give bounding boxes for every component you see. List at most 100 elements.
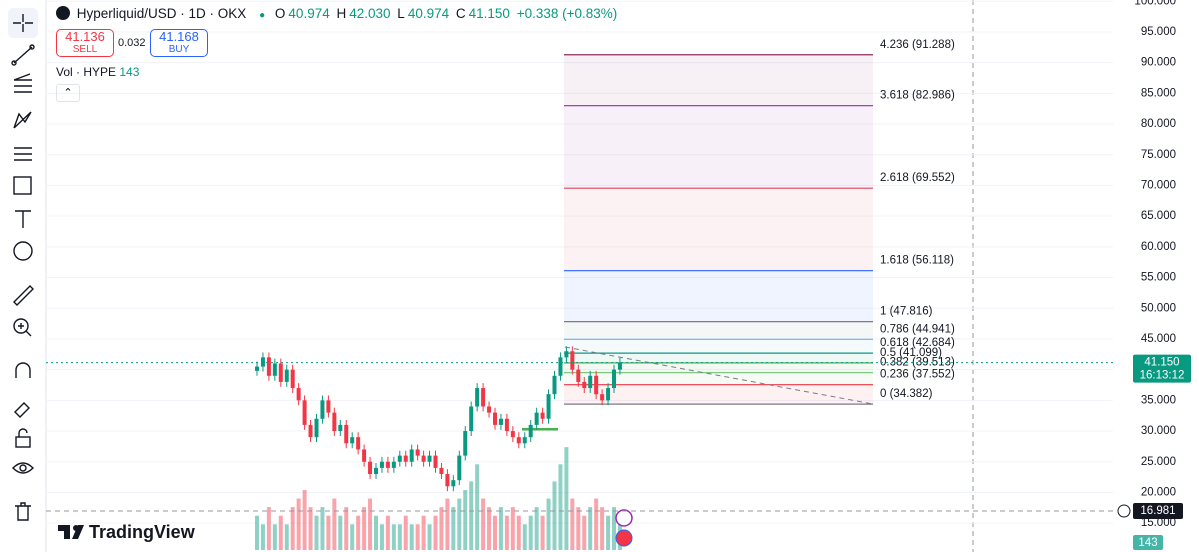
candle-body: [493, 412, 497, 425]
volume-bar: [439, 507, 444, 550]
candle-body: [534, 412, 539, 425]
volume-bar: [558, 464, 563, 550]
volume-bar: [344, 507, 349, 550]
tool-active-bg[interactable]: [8, 8, 38, 38]
volume-bar: [510, 507, 515, 550]
candle-body: [504, 418, 509, 432]
candle-body: [546, 394, 551, 419]
fib-zone: [564, 54, 873, 106]
volume-bar: [606, 515, 611, 550]
volume-bar: [326, 515, 331, 550]
volume-bar: [415, 524, 420, 550]
line-tool-dot: [29, 44, 35, 50]
sell-price: 41.136: [65, 29, 105, 44]
line-tool-dot: [11, 60, 17, 66]
event-icon[interactable]: [615, 509, 633, 527]
volume-bar: [374, 515, 378, 550]
candle-body: [314, 418, 319, 438]
candle-body: [487, 406, 492, 413]
volume-bar: [534, 507, 539, 550]
candle-body: [540, 412, 545, 419]
ohlc-l-key: L: [397, 6, 405, 21]
volume-bar: [546, 498, 551, 550]
candle-body: [558, 357, 563, 376]
fib-zone: [564, 353, 873, 363]
forecast-tool[interactable]: [14, 147, 32, 161]
flag-icon[interactable]: [615, 529, 633, 547]
candle-body: [302, 400, 307, 425]
event-icons: [615, 509, 633, 547]
sell-button[interactable]: 41.136 SELL: [56, 29, 114, 57]
volume-bar: [255, 515, 259, 550]
volume-bar: [528, 515, 533, 550]
line-tool[interactable]: [13, 46, 33, 64]
measure-tool[interactable]: [13, 285, 34, 306]
volume-bar: [433, 515, 438, 550]
collapse-button[interactable]: ⌃: [56, 84, 80, 102]
candle-body: [326, 400, 331, 413]
candle-body: [606, 388, 611, 401]
y-tick-label: 85.000: [1141, 87, 1176, 99]
fib-label: 0.5 (41.099): [880, 347, 942, 359]
candle-body: [415, 449, 420, 456]
volume-bar: [504, 515, 509, 550]
symbol[interactable]: Hyperliquid/USD · 1D · OKX: [76, 6, 247, 21]
candle-body: [266, 357, 271, 376]
volume-bar: [463, 490, 468, 550]
lock-tool-shackle: [18, 428, 28, 437]
hide-tool[interactable]: [12, 462, 34, 474]
buy-label: BUY: [168, 44, 190, 55]
y-tick-label: 80.000: [1141, 118, 1176, 130]
buy-button[interactable]: 41.168 BUY: [150, 29, 208, 57]
crosshair-tool[interactable]: [13, 14, 33, 32]
volume-bar: [421, 515, 426, 550]
fib-label: 0.236 (37.552): [880, 369, 955, 381]
volume-bar: [600, 507, 605, 550]
volume-bar: [564, 447, 569, 550]
volume-bar: [445, 498, 450, 550]
fib-label: 0 (34.382): [880, 388, 933, 400]
volume-bar: [362, 507, 367, 550]
delete-tool[interactable]: [15, 502, 31, 521]
logo-dot: [73, 525, 79, 531]
lock-tool[interactable]: [15, 436, 31, 448]
draw-mode-tool[interactable]: [14, 402, 30, 418]
volume-bar: [290, 507, 295, 550]
fib-label: 4.236 (91.288): [880, 39, 955, 51]
shape-tool[interactable]: [13, 176, 32, 195]
add-alert-button[interactable]: [1117, 504, 1131, 518]
volume-bar: [385, 515, 390, 550]
fib-tool[interactable]: [13, 73, 32, 93]
volume-bar: [403, 515, 408, 550]
fib-label: 0.618 (42.684): [880, 337, 955, 349]
volume-bar: [302, 490, 307, 550]
volume-bar: [278, 515, 283, 550]
volume-bar: [368, 498, 373, 550]
volume-bar: [475, 464, 480, 550]
candle-body: [451, 480, 456, 487]
volume-bar: [469, 481, 474, 550]
volume-bar: [594, 498, 599, 550]
volume-bar: [451, 507, 456, 550]
magnet-tool[interactable]: [15, 362, 31, 378]
volume-bar: [498, 507, 503, 550]
volume-bar: [552, 481, 557, 550]
zoom-tool[interactable]: [13, 318, 29, 334]
y-tick-label: 20.000: [1141, 486, 1176, 498]
candle-body: [278, 363, 283, 382]
candle-body: [570, 351, 575, 370]
candle-body: [260, 357, 265, 367]
text-tool[interactable]: [15, 210, 31, 228]
candle-body: [427, 455, 432, 462]
candle-body: [475, 388, 480, 407]
crosshair-label: 16.981: [1140, 505, 1175, 517]
candle-body: [433, 455, 438, 468]
volume-bar: [457, 498, 462, 550]
pattern-tool[interactable]: [13, 111, 32, 129]
volume-bar: [570, 498, 575, 550]
candle-body: [439, 467, 444, 475]
y-tick-label: 95.000: [1141, 26, 1176, 38]
countdown: 16:13:12: [1140, 370, 1185, 382]
icon-tool[interactable]: [13, 241, 33, 261]
